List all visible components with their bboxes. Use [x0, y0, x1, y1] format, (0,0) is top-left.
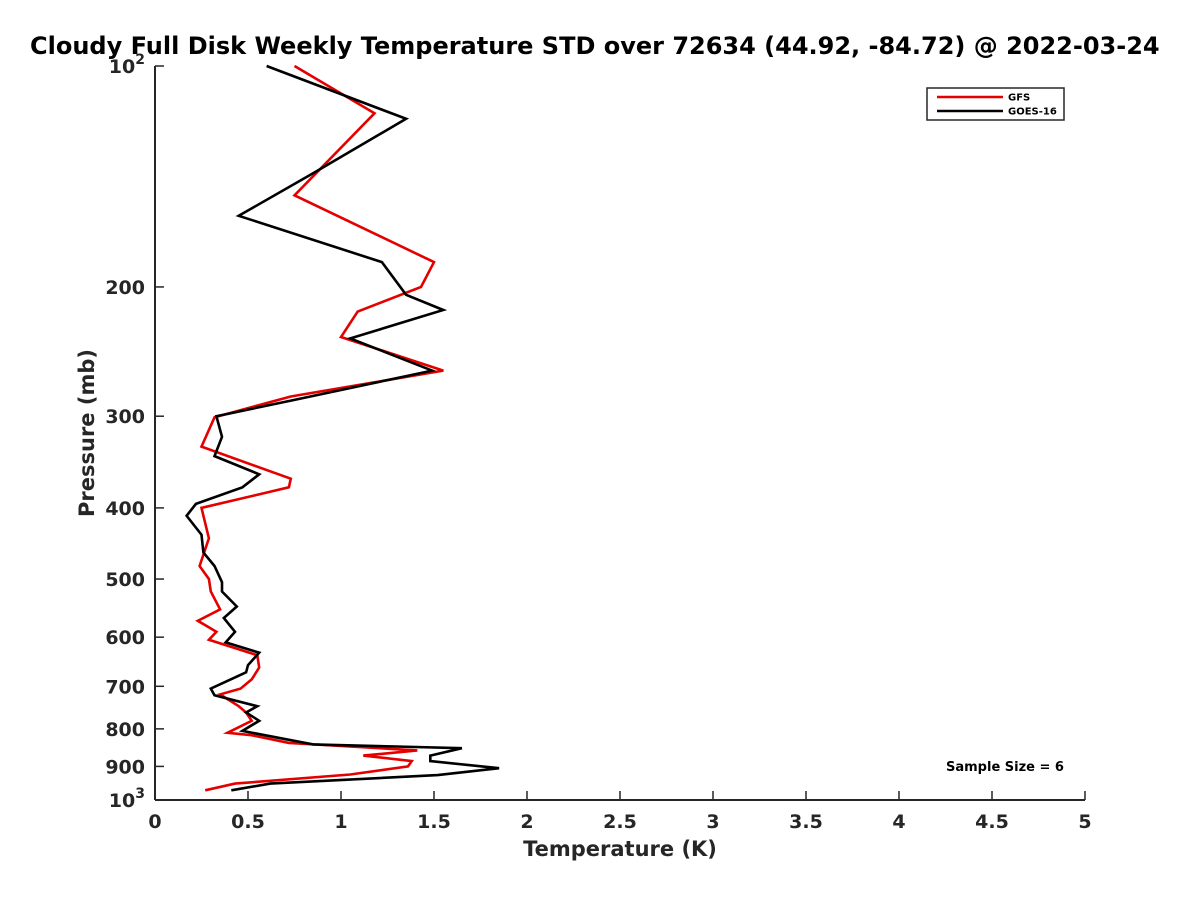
y-tick-label: 500: [105, 569, 145, 591]
x-ticks: 0 0.5 1 1.5 2 2.5 3 3.5 4 4.5 5: [148, 791, 1092, 833]
x-tick-label: 5: [1078, 811, 1091, 833]
y-tick-label: 800: [105, 719, 145, 741]
x-tick-label: 2.5: [603, 811, 637, 833]
x-tick-label: 1.5: [417, 811, 451, 833]
x-tick-label: 2: [520, 811, 533, 833]
y-ticks: 102 200 300 400 500 600 700 800 900 103: [105, 52, 164, 812]
chart-title: Cloudy Full Disk Weekly Temperature STD …: [30, 32, 1160, 60]
x-tick-label: 1: [334, 811, 347, 833]
y-tick-label: 400: [105, 498, 145, 520]
x-tick-label: 3.5: [789, 811, 823, 833]
x-axis-label: Temperature (K): [523, 837, 717, 861]
y-tick-label: 600: [105, 627, 145, 649]
y-tick-label: 103: [109, 786, 145, 812]
plot-area: 0 0.5 1 1.5 2 2.5 3 3.5 4 4.5 5 102 200 300 400 500 600…: [105, 52, 1091, 833]
x-tick-label: 0.5: [231, 811, 265, 833]
y-axis-label: Pressure (mb): [75, 349, 99, 517]
legend-box: [926, 87, 1065, 121]
y-tick-label: 900: [105, 756, 145, 778]
y-tick-label: 102: [109, 52, 145, 78]
sample-size-annotation: Sample Size = 6: [946, 760, 1064, 775]
legend-label-goes-16: GOES-16: [1008, 107, 1057, 118]
x-tick-label: 3: [706, 811, 719, 833]
y-tick-label: 300: [105, 406, 145, 428]
y-tick-label: 200: [105, 277, 145, 299]
x-tick-label: 0: [148, 811, 161, 833]
x-tick-label: 4: [892, 811, 905, 833]
y-tick-label: 700: [105, 676, 145, 698]
legend-label-gfs: GFS: [1008, 93, 1030, 104]
legend: GFS GOES-16: [926, 87, 1065, 121]
x-tick-label: 4.5: [975, 811, 1009, 833]
series-line-goes-16: [184, 64, 500, 792]
series-lines: [184, 64, 500, 792]
